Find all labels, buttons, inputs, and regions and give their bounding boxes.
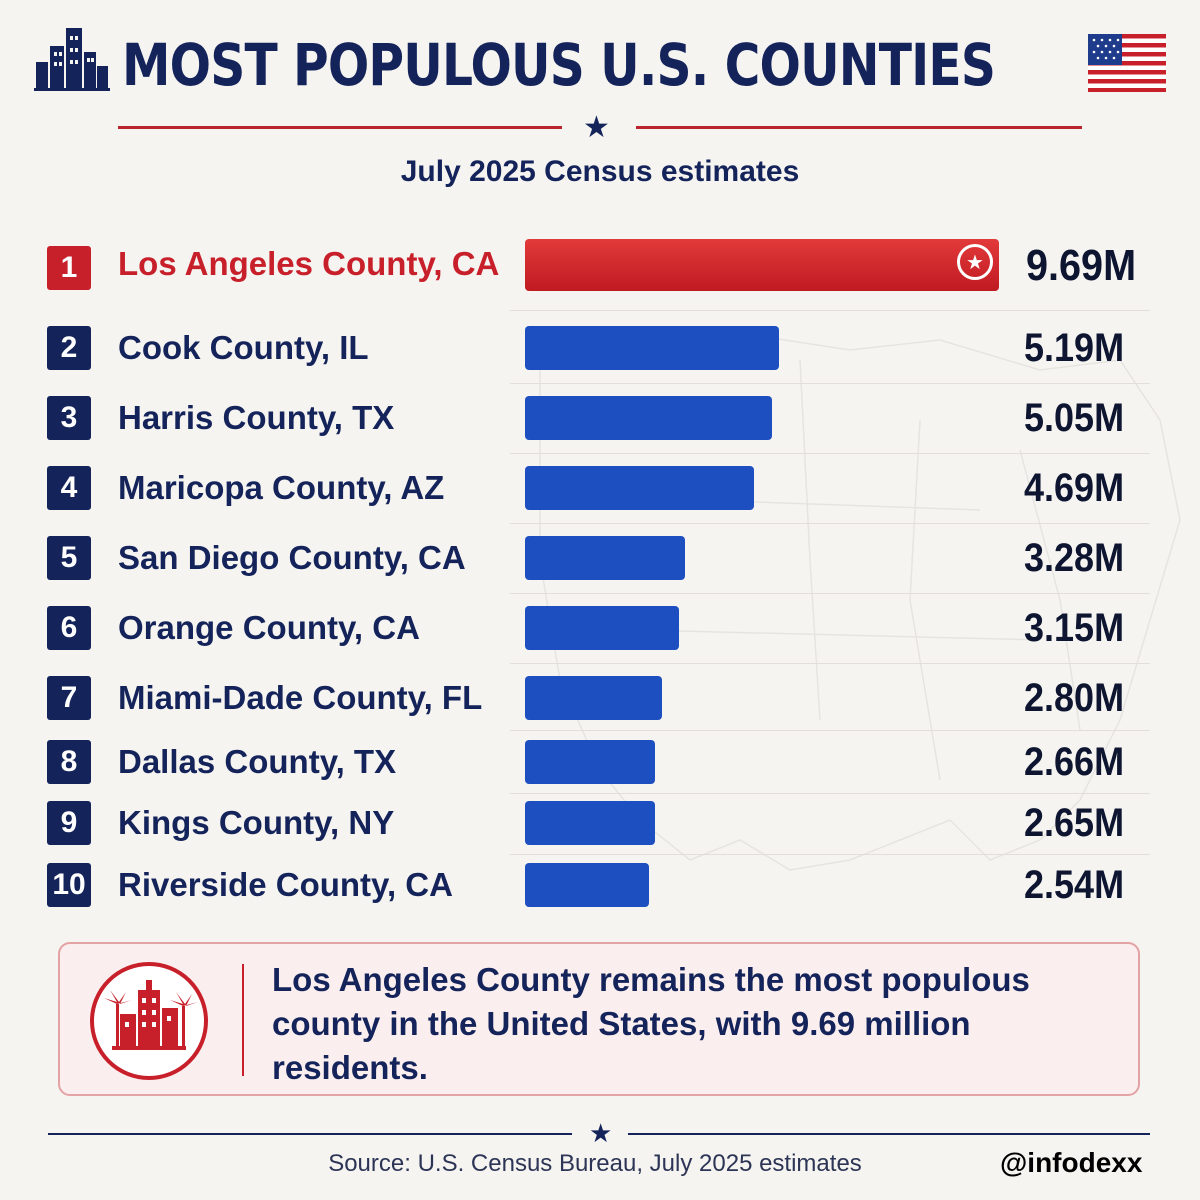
row-separator [510, 593, 1150, 594]
rank-badge: 6 [47, 606, 91, 650]
rank-badge: 1 [47, 246, 91, 290]
footer-star-icon: ★ [589, 1119, 613, 1149]
footer-divider-right [628, 1133, 1150, 1135]
county-label: Dallas County, TX [118, 743, 397, 780]
title-divider-left [118, 126, 562, 129]
population-bar [525, 396, 772, 440]
chart-row: 7 Miami-Dade County, FL 2.80M [0, 676, 1200, 728]
population-bar [525, 466, 754, 510]
city-skyline-icon [34, 28, 110, 91]
value-label: 5.19M [1024, 326, 1125, 370]
row-separator [510, 383, 1150, 384]
value-label: 5.05M [1024, 396, 1125, 440]
chart-row: 9 Kings County, NY 2.65M [0, 801, 1200, 853]
county-label: San Diego County, CA [118, 539, 466, 576]
county-label: Miami-Dade County, FL [118, 679, 483, 716]
footer-divider-left [48, 1133, 572, 1135]
rank-badge: 7 [47, 676, 91, 720]
rank-badge: 10 [47, 863, 91, 907]
county-label: Kings County, NY [118, 804, 395, 841]
chart-row: 4 Maricopa County, AZ 4.69M [0, 466, 1200, 518]
county-label: Cook County, IL [118, 329, 369, 366]
row-separator [510, 523, 1150, 524]
rank-badge: 4 [47, 466, 91, 510]
population-bar [525, 536, 685, 580]
population-bar [525, 676, 662, 720]
county-label: Orange County, CA [118, 609, 420, 646]
rank-badge: 2 [47, 326, 91, 370]
value-label: 2.54M [1024, 863, 1125, 907]
star-badge-icon: ★ [957, 244, 993, 280]
value-label: 2.80M [1024, 676, 1125, 720]
chart-row: 3 Harris County, TX 5.05M [0, 396, 1200, 448]
page-title: MOST POPULOUS U.S. COUNTIES [122, 31, 996, 99]
value-label: 9.69M [1026, 241, 1137, 290]
us-flag-icon [1088, 34, 1166, 92]
rank-badge: 8 [47, 740, 91, 784]
callout-separator [242, 964, 244, 1076]
value-label: 4.69M [1024, 466, 1125, 510]
subtitle: July 2025 Census estimates [400, 155, 800, 188]
county-label: Harris County, TX [118, 399, 395, 436]
title-divider-right [636, 126, 1082, 129]
county-label: Los Angeles County, CA [118, 245, 500, 282]
chart-row: 5 San Diego County, CA 3.28M [0, 536, 1200, 588]
population-bar [525, 740, 655, 784]
rank-badge: 9 [47, 801, 91, 845]
county-label: Maricopa County, AZ [118, 469, 445, 506]
chart-row: 1 Los Angeles County, CA ★ 9.69M [0, 239, 1200, 294]
population-bar [525, 326, 779, 370]
callout-box: Los Angeles County remains the most popu… [58, 942, 1140, 1096]
header: MOST POPULOUS U.S. COUNTIES [0, 18, 1200, 108]
population-bar [525, 606, 679, 650]
star-icon: ★ [583, 110, 610, 145]
rank-badge: 5 [47, 536, 91, 580]
rank-badge: 3 [47, 396, 91, 440]
palm-tree-city-icon [90, 962, 208, 1080]
author-handle: @infodexx [1000, 1147, 1143, 1178]
county-label: Riverside County, CA [118, 866, 453, 903]
row-separator [510, 730, 1150, 731]
chart-row: 2 Cook County, IL 5.19M [0, 326, 1200, 378]
chart-row: 10 Riverside County, CA 2.54M [0, 863, 1200, 915]
source-note: Source: U.S. Census Bureau, July 2025 es… [328, 1150, 862, 1177]
callout-text: Los Angeles County remains the most popu… [272, 961, 1030, 1086]
population-bar [525, 863, 649, 907]
population-bar [525, 801, 655, 845]
value-label: 3.28M [1024, 536, 1125, 580]
chart-row: 6 Orange County, CA 3.15M [0, 606, 1200, 658]
value-label: 2.66M [1024, 740, 1125, 784]
row-separator [510, 854, 1150, 855]
row-separator [510, 310, 1150, 311]
population-bar: ★ [525, 239, 999, 291]
row-separator [510, 663, 1150, 664]
row-separator [510, 453, 1150, 454]
row-separator [510, 793, 1150, 794]
value-label: 2.65M [1024, 801, 1125, 845]
value-label: 3.15M [1024, 606, 1125, 650]
chart-row: 8 Dallas County, TX 2.66M [0, 740, 1200, 792]
